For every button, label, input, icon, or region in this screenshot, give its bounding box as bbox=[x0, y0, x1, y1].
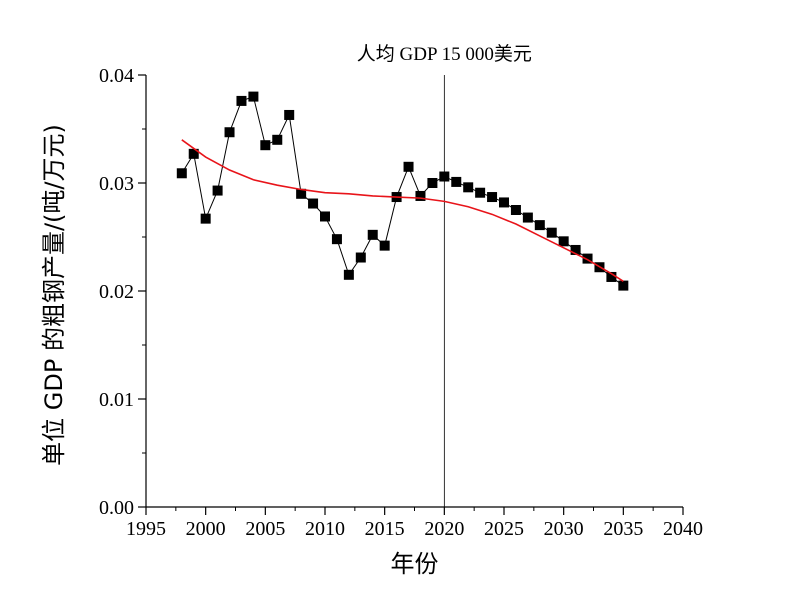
data-point bbox=[499, 197, 509, 208]
x-tick-label: 2000 bbox=[186, 518, 226, 540]
data-point bbox=[331, 234, 342, 245]
data-point bbox=[176, 168, 187, 179]
data-point bbox=[272, 134, 283, 145]
data-point bbox=[212, 185, 223, 196]
data-point bbox=[355, 252, 366, 263]
data-point bbox=[570, 244, 581, 255]
x-tick-label: 2010 bbox=[305, 518, 345, 540]
data-point bbox=[200, 213, 211, 224]
data-point bbox=[546, 227, 557, 238]
annotation-label: 人均 GDP 15 000美元 bbox=[357, 43, 532, 65]
data-point bbox=[367, 229, 378, 240]
data-point bbox=[582, 253, 593, 264]
data-line bbox=[181, 95, 624, 287]
data-point bbox=[343, 269, 354, 280]
data-point bbox=[463, 182, 474, 193]
x-tick-label: 2005 bbox=[245, 518, 285, 540]
series-group bbox=[176, 91, 629, 291]
data-point bbox=[236, 95, 247, 106]
data-point bbox=[522, 212, 533, 223]
data-point bbox=[224, 127, 235, 138]
data-point bbox=[558, 236, 569, 247]
data-point bbox=[296, 188, 307, 199]
data-point bbox=[534, 220, 545, 231]
data-point bbox=[439, 171, 450, 182]
plot-area: 1995 2000 2005 2010 2015 2020 2025 2030 2035 2040… bbox=[40, 43, 703, 578]
data-point bbox=[284, 109, 295, 120]
data-point bbox=[320, 211, 330, 222]
x-tick-label: 1995 bbox=[126, 518, 166, 540]
y-tick-label: 0.02 bbox=[99, 281, 134, 303]
data-point bbox=[606, 271, 617, 282]
x-tick-label: 2025 bbox=[484, 518, 524, 540]
x-tick-label: 2020 bbox=[424, 518, 464, 540]
data-point bbox=[260, 140, 271, 151]
x-tick-label: 2015 bbox=[365, 518, 405, 540]
data-point bbox=[427, 178, 438, 188]
y-tick-label: 0.00 bbox=[99, 497, 134, 519]
x-tick-label: 2040 bbox=[663, 518, 703, 540]
data-point bbox=[487, 192, 498, 203]
x-ticks: 1995 2000 2005 2010 2015 2020 2025 2030 2035 2040 bbox=[126, 507, 703, 540]
data-point bbox=[188, 148, 199, 159]
data-point bbox=[451, 176, 462, 187]
y-tick-label: 0.04 bbox=[99, 65, 134, 87]
fit-curve bbox=[181, 139, 624, 282]
x-tick-label: 2035 bbox=[603, 518, 643, 540]
x-axis-label: 年份 bbox=[391, 550, 439, 578]
x-tick-label: 2030 bbox=[544, 518, 584, 540]
y-tick-label: 0.01 bbox=[99, 389, 134, 411]
data-point bbox=[415, 190, 426, 201]
data-point bbox=[403, 161, 414, 172]
data-point bbox=[510, 205, 521, 215]
y-axis-label: 单位 GDP 的粗钢产量/(吨/万元) bbox=[40, 124, 68, 466]
data-point bbox=[475, 187, 486, 198]
data-point bbox=[618, 280, 629, 291]
data-point bbox=[248, 91, 259, 102]
data-point bbox=[308, 198, 319, 209]
y-ticks: 0.00 0.01 0.02 0.03 0.04 bbox=[99, 65, 146, 519]
data-point bbox=[379, 240, 390, 251]
y-tick-label: 0.03 bbox=[99, 173, 134, 195]
